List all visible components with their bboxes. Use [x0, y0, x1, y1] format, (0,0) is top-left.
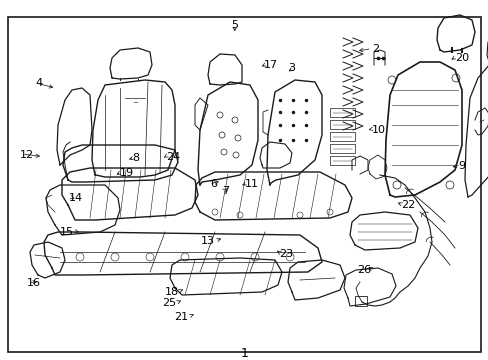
Text: 11: 11: [244, 179, 258, 189]
Text: 1: 1: [240, 347, 248, 360]
Text: 18: 18: [164, 287, 178, 297]
Text: 10: 10: [371, 125, 385, 135]
Bar: [354, 296, 366, 306]
Bar: [329, 120, 354, 129]
Bar: [329, 156, 354, 165]
Text: 2: 2: [371, 44, 378, 54]
Text: 22: 22: [400, 200, 414, 210]
Text: 20: 20: [454, 53, 468, 63]
Text: 7: 7: [222, 186, 229, 196]
Text: 17: 17: [264, 60, 278, 70]
Text: 26: 26: [357, 265, 371, 275]
Bar: [329, 108, 354, 117]
Text: 24: 24: [166, 152, 180, 162]
Bar: [329, 132, 354, 141]
Text: 8: 8: [132, 153, 139, 163]
Text: 23: 23: [278, 249, 292, 259]
Text: 5: 5: [231, 20, 238, 30]
Text: 15: 15: [59, 227, 73, 237]
Text: 21: 21: [174, 312, 188, 322]
Text: 19: 19: [120, 168, 134, 178]
Text: 3: 3: [288, 63, 295, 73]
Bar: [329, 144, 354, 153]
Text: 16: 16: [27, 278, 41, 288]
Text: 6: 6: [210, 179, 217, 189]
Text: 13: 13: [201, 236, 215, 246]
Text: 9: 9: [458, 161, 465, 171]
Text: 12: 12: [20, 150, 34, 160]
Text: ~: ~: [132, 100, 138, 106]
Text: 25: 25: [162, 298, 176, 308]
Text: 14: 14: [68, 193, 82, 203]
Text: 4: 4: [35, 78, 42, 88]
